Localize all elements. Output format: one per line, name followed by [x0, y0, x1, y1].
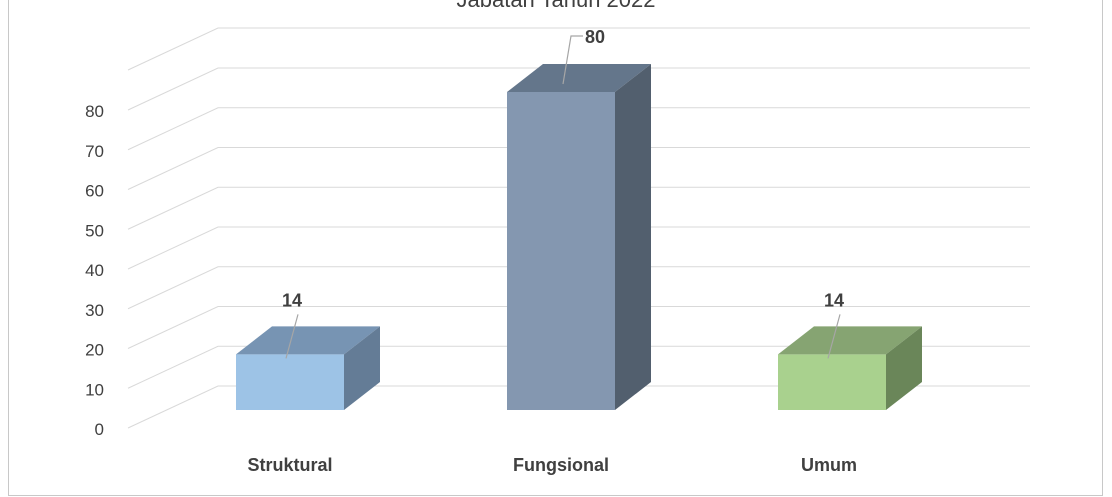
y-tick-label: 30: [85, 301, 104, 320]
bar-side-face: [615, 64, 651, 410]
bar-front-face: [778, 354, 886, 410]
y-tick-label: 50: [85, 221, 104, 240]
bars: [236, 64, 922, 410]
category-label-struktural: Struktural: [247, 455, 332, 475]
x-axis-category-labels: Struktural Fungsional Umum: [247, 455, 857, 475]
y-tick-label: 10: [85, 380, 104, 399]
y-tick-label: 0: [95, 420, 104, 439]
bar-fungsional: [507, 64, 651, 410]
y-tick-label: 70: [85, 142, 104, 161]
bar-umum: [778, 326, 922, 410]
y-axis-tick-labels: 0 10 20 30 40 50 60 70 80: [85, 102, 104, 439]
bar-struktural: [236, 326, 380, 410]
bar-front-face: [236, 354, 344, 410]
y-tick-label: 80: [85, 102, 104, 121]
y-tick-label: 20: [85, 341, 104, 360]
data-label-fungsional: 80: [585, 27, 605, 47]
data-label-struktural: 14: [282, 290, 302, 310]
category-label-umum: Umum: [801, 455, 857, 475]
y-tick-label: 60: [85, 182, 104, 201]
bar-front-face: [507, 92, 615, 410]
y-tick-label: 40: [85, 261, 104, 280]
category-label-fungsional: Fungsional: [513, 455, 609, 475]
gridline: [128, 28, 1030, 70]
data-label-umum: 14: [824, 290, 844, 310]
